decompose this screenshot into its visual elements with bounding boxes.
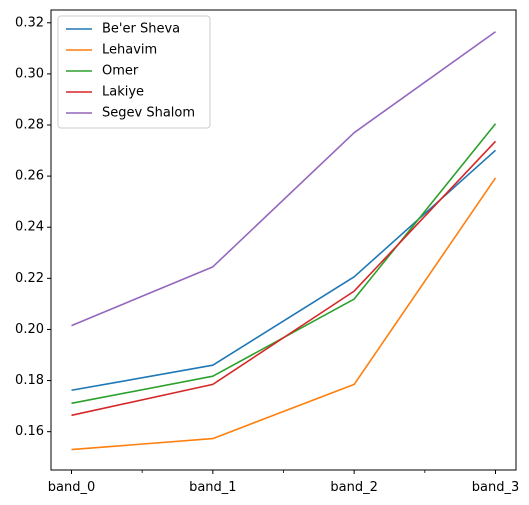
y-tick-label: 0.32 [15,15,44,30]
y-tick-label: 0.26 [15,169,44,184]
x-tick-label: band_1 [189,480,236,495]
y-tick: 0.30 [15,66,51,81]
legend-entry: Lehavim [66,43,157,58]
x-axis: band_0 band_1 band_2 band_3 [48,470,519,495]
y-tick-label: 0.18 [15,373,44,388]
legend-entry: Lakiye [66,85,144,100]
y-tick: 0.16 [15,424,51,439]
y-tick: 0.26 [15,169,51,184]
x-tick: band_3 [472,470,519,495]
y-tick: 0.32 [15,15,51,30]
y-tick-label: 0.24 [15,220,44,235]
series-lines [71,31,497,451]
series-line [71,123,497,405]
y-tick-label: 0.28 [15,118,44,133]
x-tick: band_1 [189,470,237,495]
x-tick: band_2 [330,470,378,495]
y-tick-label: 0.20 [15,322,44,337]
y-tick-label: 0.16 [15,424,44,439]
legend-entry: Segev Shalom [66,106,195,121]
legend-label: Omer [102,64,139,79]
series-line [71,31,496,327]
y-tick: 0.28 [15,118,51,133]
series-line [71,177,497,451]
x-tick-label: band_2 [330,480,377,495]
y-tick: 0.18 [15,373,51,388]
y-tick: 0.22 [15,271,51,286]
x-tick-label: band_0 [48,480,95,495]
legend-label: Lakiye [102,85,144,100]
series-line [71,140,497,417]
legend-entry: Be'er Sheva [66,22,180,37]
legend-entry: Omer [66,64,139,79]
y-tick-label: 0.22 [15,271,44,286]
y-axis: 0.16 0.18 0.20 0.22 0.24 0.26 0.28 0.30 … [15,15,51,439]
legend: Be'er Sheva Lehavim Omer Lakiye Segev Sh… [57,15,211,129]
x-tick-label: band_3 [472,480,519,495]
legend-frame [57,15,211,129]
y-tick-label: 0.30 [15,66,44,81]
x-minor-ticks [141,470,426,473]
series-line [71,149,497,392]
y-tick: 0.20 [15,322,51,337]
legend-label: Segev Shalom [102,106,195,121]
legend-label: Be'er Sheva [102,22,180,37]
y-tick: 0.24 [15,220,51,235]
legend-label: Lehavim [102,43,157,58]
x-tick: band_0 [48,470,95,495]
